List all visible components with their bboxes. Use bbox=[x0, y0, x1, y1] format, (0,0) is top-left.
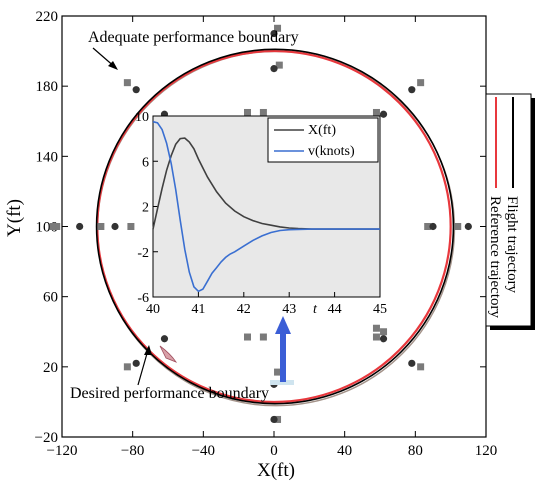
square-marker bbox=[97, 223, 105, 230]
inset-x-tick-label: 40 bbox=[146, 302, 160, 317]
x-axis-label: X(ft) bbox=[257, 460, 295, 481]
x-tick-label: −40 bbox=[192, 443, 215, 459]
legend-label-flight: Flight trajectory bbox=[504, 196, 520, 294]
square-marker bbox=[123, 363, 131, 371]
inset-x-tick-label: 43 bbox=[282, 302, 296, 317]
adequate-boundary-marker bbox=[379, 335, 388, 343]
square-marker bbox=[372, 324, 380, 332]
square-marker bbox=[259, 108, 267, 116]
main-legend bbox=[485, 93, 535, 330]
square-marker bbox=[275, 61, 283, 69]
inset-x-tick-label: 41 bbox=[191, 302, 205, 317]
start-highlight bbox=[270, 380, 294, 385]
flight-trajectory bbox=[95, 48, 455, 405]
inset-y-tick-label: 6 bbox=[142, 155, 149, 170]
x-tick-label: 120 bbox=[475, 443, 498, 459]
annotation-adequate: Adequate performance boundary bbox=[88, 29, 299, 46]
inset-y-tick-label: -2 bbox=[137, 246, 149, 261]
y-tick-label: −20 bbox=[35, 430, 58, 446]
desired-boundary-marker bbox=[408, 359, 416, 367]
x-tick-label: 80 bbox=[408, 443, 423, 459]
adequate-boundary-marker bbox=[160, 335, 169, 343]
inset-series-v bbox=[152, 120, 380, 293]
square-marker bbox=[417, 79, 425, 87]
square-marker bbox=[244, 108, 251, 116]
desired-boundary-marker bbox=[132, 359, 140, 367]
square-marker bbox=[123, 79, 131, 87]
annotation-arrow-desired bbox=[137, 349, 149, 386]
adequate-boundary-marker bbox=[379, 110, 388, 118]
zoom-arrow-head bbox=[275, 316, 291, 334]
square-marker bbox=[244, 333, 251, 341]
desired-boundary-marker bbox=[270, 29, 278, 38]
desired-boundary-marker bbox=[132, 86, 140, 94]
x-tick-label: 40 bbox=[337, 443, 352, 459]
square-marker bbox=[274, 368, 282, 376]
inset-x-tick-label: 42 bbox=[237, 302, 251, 317]
y-tick-label: 140 bbox=[36, 149, 59, 165]
square-marker bbox=[417, 363, 425, 371]
annotation-desired: Desired performance boundary bbox=[70, 385, 269, 402]
inset-chart: 40 41 42 43 44 45 -6 -2 2 6 10 bbox=[135, 110, 387, 317]
legend-label-reference: Reference trajectory bbox=[487, 196, 503, 318]
square-marker bbox=[424, 223, 432, 230]
adequate-boundary-marker bbox=[429, 222, 437, 231]
inset-y-tick-label: 10 bbox=[135, 110, 149, 125]
square-marker bbox=[127, 223, 135, 230]
adequate-boundary-marker bbox=[270, 65, 278, 73]
y-tick-label: 220 bbox=[36, 9, 59, 25]
desired-boundary-marker bbox=[408, 86, 416, 94]
inset-legend-box bbox=[267, 117, 379, 163]
square-marker bbox=[372, 333, 380, 341]
x-tick-label: −80 bbox=[121, 443, 144, 459]
x-tick-label: 0 bbox=[270, 443, 278, 459]
y-tick-label: 180 bbox=[36, 79, 59, 95]
inset-x-tick-label: 45 bbox=[373, 302, 387, 317]
square-marker bbox=[372, 108, 380, 116]
inset-legend-label-v: v(knots) bbox=[308, 144, 355, 159]
y-axis-label: Y(ft) bbox=[4, 199, 25, 237]
arrowhead-adequate bbox=[108, 61, 118, 70]
y-tick-label: 20 bbox=[43, 360, 58, 376]
desired-boundary-marker bbox=[76, 222, 84, 231]
inset-y-tick-label: -6 bbox=[137, 291, 149, 306]
inset-x-tick-label: 44 bbox=[328, 302, 342, 317]
square-marker bbox=[454, 223, 462, 230]
inset-y-tick-label: 2 bbox=[142, 201, 149, 216]
square-marker bbox=[53, 223, 61, 230]
inset-legend-label-x: X(ft) bbox=[308, 123, 336, 138]
x-tick-label: −120 bbox=[47, 443, 78, 459]
square-marker bbox=[259, 333, 267, 341]
square-marker bbox=[49, 223, 57, 230]
adequate-boundary-marker bbox=[111, 222, 119, 231]
arrowhead-desired bbox=[144, 345, 152, 355]
desired-boundary-marker bbox=[464, 222, 472, 231]
square-marker bbox=[380, 328, 388, 336]
legend-box bbox=[485, 93, 532, 327]
inset-series-x bbox=[152, 137, 380, 230]
inset-x-axis-label: t bbox=[313, 302, 318, 317]
desired-boundary-marker bbox=[270, 415, 278, 424]
y-tick-label: 60 bbox=[43, 290, 58, 306]
square-marker bbox=[274, 24, 282, 32]
pink-pointer bbox=[159, 345, 178, 363]
